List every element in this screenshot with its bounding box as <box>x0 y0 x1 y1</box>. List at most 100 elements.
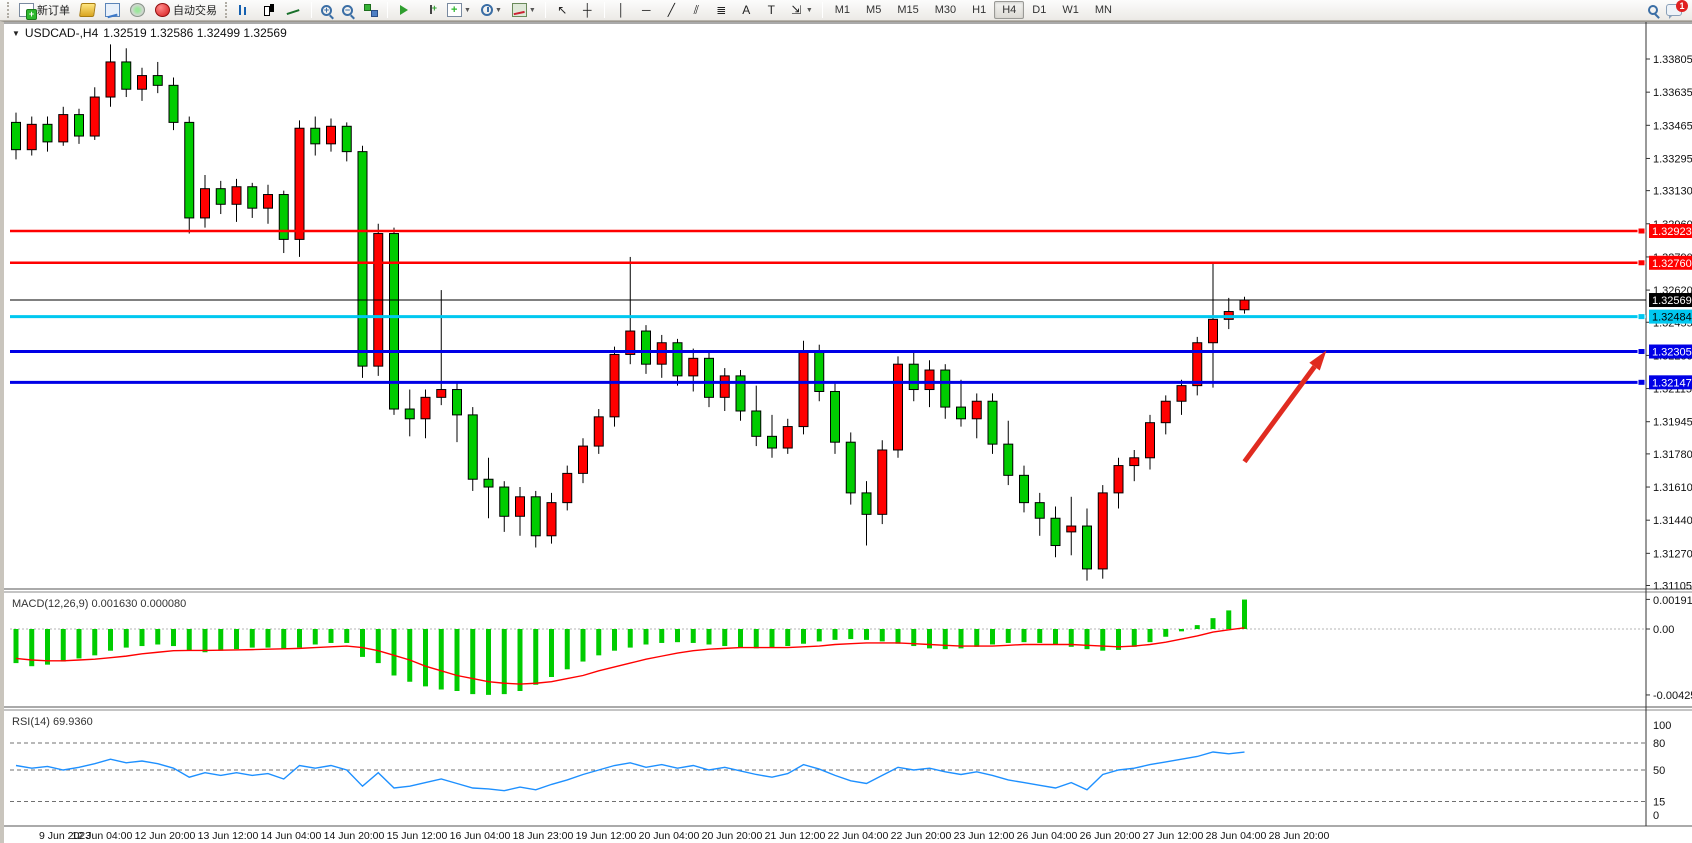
separator <box>821 2 823 18</box>
date-label: 27 Jun 12:00 <box>1143 830 1204 842</box>
bull-candle <box>58 114 69 143</box>
price-badge <box>1649 255 1692 270</box>
bear-candle <box>940 369 951 408</box>
price-tick-label: 1.31105 <box>1653 581 1692 593</box>
date-label: 22 Jun 20:00 <box>891 830 952 842</box>
chart-window-icon <box>105 3 120 17</box>
separator <box>387 2 388 18</box>
date-label: 22 Jun 04:00 <box>828 830 889 842</box>
zoom-in-icon: + <box>321 4 332 16</box>
macd-axis-label: 0.00191 <box>1653 595 1692 607</box>
gold-button[interactable] <box>75 1 100 19</box>
bear-candle <box>499 486 510 517</box>
timeframe-h1-button[interactable]: H1 <box>972 4 987 16</box>
timeframe-m15-button[interactable]: M15 <box>897 4 919 16</box>
charts-window-button[interactable] <box>100 1 125 19</box>
timeframe-m5-button[interactable]: M5 <box>866 4 882 16</box>
timeframe-w1-button[interactable]: W1 <box>1062 4 1079 16</box>
search-icon[interactable] <box>1648 5 1658 15</box>
rsi-pane: 100 80 50 150 <box>10 720 1671 822</box>
price-tick-label: 1.31440 <box>1653 515 1692 527</box>
bull-candle <box>26 123 37 151</box>
bear-candle <box>341 125 352 153</box>
auto-scroll-button[interactable] <box>392 1 417 19</box>
bull-candle <box>1160 400 1171 424</box>
chart-symbol-title: USDCAD-,H4 <box>24 26 99 40</box>
trendline-tool-button[interactable]: ╱ <box>659 1 684 19</box>
timeframe-d1-button[interactable]: D1 <box>1032 4 1047 16</box>
zoom-in-button[interactable]: + <box>316 3 337 18</box>
bull-candle <box>562 472 573 504</box>
chat-icon[interactable]: 1 <box>1666 0 1688 19</box>
date-label: 12 Jun 20:00 <box>135 830 196 842</box>
bear-candle <box>672 342 683 377</box>
line-chart-mode-button[interactable] <box>282 1 307 19</box>
indicators-icon <box>447 3 462 17</box>
bull-candle <box>1208 318 1218 344</box>
new-order-button[interactable]: 新订单 <box>14 0 75 20</box>
bull-candle <box>656 342 667 365</box>
indicators-button[interactable]: ▼ <box>442 1 476 19</box>
price-badge-label: 1.32305 <box>1652 347 1692 359</box>
bull-candle <box>1145 422 1155 459</box>
collapse-icon[interactable]: ▼ <box>12 28 20 38</box>
tile-windows-button[interactable] <box>358 1 383 19</box>
macd-signal-line <box>15 627 1245 685</box>
crosshair-tool-button[interactable]: ┼ <box>575 1 600 19</box>
bear-candle <box>814 350 825 392</box>
date-label: 23 Jun 12:00 <box>954 830 1015 842</box>
bear-candle <box>641 330 651 365</box>
date-label: 26 Jun 04:00 <box>1017 830 1078 842</box>
fibonacci-tool-button[interactable]: ≣ <box>709 1 734 19</box>
gold-icon <box>79 3 96 17</box>
chart-canvas[interactable]: 1.33805 1.33635 1.33465 1.33295 1.33130 1.329… <box>4 22 1692 843</box>
periods-button[interactable]: ▼ <box>476 2 507 18</box>
channel-tool-button[interactable]: ⫽ <box>684 1 709 19</box>
arrows-tool-button[interactable]: ⇲ ▼ <box>784 1 818 19</box>
auto-trading-button[interactable]: 自动交易 <box>150 0 222 20</box>
text-tool-button[interactable]: A <box>734 1 759 19</box>
auto-trading-icon <box>155 3 170 17</box>
cursor-icon: ↖ <box>557 3 568 17</box>
timeframe-h4-button[interactable]: H4 <box>994 1 1025 19</box>
bar-chart-mode-button[interactable] <box>232 1 257 19</box>
arrow-annotation <box>1242 350 1327 464</box>
cursor-tool-button[interactable]: ↖ <box>550 1 575 19</box>
price-tick-label: 1.31610 <box>1653 482 1692 494</box>
timeframe-m1-button[interactable]: M1 <box>834 4 851 16</box>
date-label: 20 Jun 20:00 <box>702 830 763 842</box>
templates-button[interactable]: ▼ <box>507 1 541 19</box>
auto-trading-label: 自动交易 <box>173 5 217 17</box>
chart-title-bar: ▼ USDCAD-,H4 1.32519 1.32586 1.32499 1.3… <box>12 26 287 40</box>
bear-candle <box>830 390 840 443</box>
signals-button[interactable] <box>125 1 150 19</box>
candle-chart-mode-button[interactable] <box>257 1 282 19</box>
fibonacci-icon: ≣ <box>716 3 727 17</box>
bull-candle <box>137 75 147 90</box>
vertical-line-tool-button[interactable]: │ <box>609 1 634 19</box>
price-badges: 1.32923 1.32760 1.32484 1.32305 1.32147 1.325… <box>1637 224 1692 390</box>
price-badge-label: 1.32484 <box>1652 312 1692 324</box>
rsi-axis-label: 50 <box>1653 765 1665 777</box>
candlestick-icon <box>262 3 277 17</box>
bull-candle <box>1113 465 1124 494</box>
price-badge <box>1649 224 1692 238</box>
toolbar-grip[interactable] <box>225 2 229 18</box>
text-label-tool-button[interactable]: T <box>759 1 784 19</box>
horizontal-line-tool-button[interactable]: ─ <box>634 1 659 19</box>
date-label: 14 Jun 20:00 <box>324 830 385 842</box>
bear-candle <box>956 406 966 420</box>
toolbar-grip[interactable] <box>7 2 11 18</box>
signal-icon <box>130 3 145 17</box>
bear-candle <box>11 121 21 151</box>
bull-candle <box>231 186 242 205</box>
timeframe-mn-button[interactable]: MN <box>1094 4 1112 16</box>
timeframe-m30-button[interactable]: M30 <box>934 4 957 16</box>
new-order-icon <box>19 3 37 20</box>
macd-axis-label: 0.00 <box>1653 624 1674 636</box>
chart-shift-button[interactable] <box>417 1 442 19</box>
zoom-out-button[interactable]: − <box>337 3 358 18</box>
date-label: 16 Jun 04:00 <box>450 830 511 842</box>
